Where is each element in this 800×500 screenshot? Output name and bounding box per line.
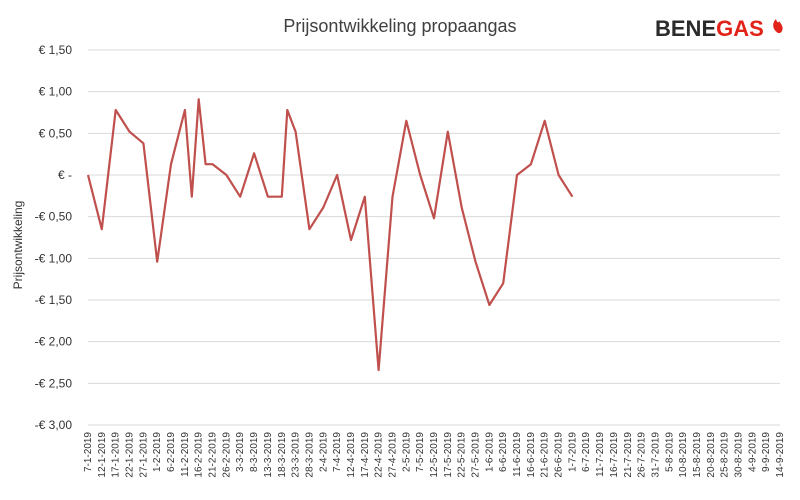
x-tick-label: 7-5-2019 [415, 432, 426, 472]
x-tick-label: 12-5-2019 [429, 432, 440, 478]
x-tick-label: 21-6-2019 [540, 432, 551, 478]
x-tick-label: 17-1-2019 [111, 432, 122, 478]
x-tick-label: 15-8-2019 [692, 432, 703, 478]
series-line [86, 98, 574, 372]
y-tick-label: € 1,00 [39, 85, 73, 99]
x-tick-label: 6-2-2019 [166, 432, 177, 472]
x-tick-label: 1-6-2019 [484, 432, 495, 472]
x-tick-label: 27-4-2019 [387, 432, 398, 478]
x-tick-label: 12-4-2019 [346, 432, 357, 478]
gridlines [88, 49, 780, 426]
x-tick-label: 20-8-2019 [706, 432, 717, 478]
y-tick-label: € 0,50 [39, 126, 73, 140]
x-tick-label: 7-4-2019 [332, 432, 343, 472]
x-tick-label: 27-5-2019 [471, 432, 482, 478]
x-tick-label: 21-7-2019 [623, 432, 634, 478]
x-tick-label: 23-3-2019 [291, 432, 302, 478]
logo-text-gas: GAS [716, 16, 764, 41]
x-tick-label: 1-2-2019 [152, 432, 163, 472]
x-tick-label: 28-3-2019 [304, 432, 315, 478]
y-tick-label: € 1,50 [39, 43, 73, 57]
x-tick-label: 26-6-2019 [554, 432, 565, 478]
x-tick-label: 2-4-2019 [318, 432, 329, 472]
y-axis-label: Prijsontwikkeling [11, 201, 25, 290]
x-tick-label: 17-4-2019 [360, 432, 371, 478]
y-tick-label: -€ 3,00 [35, 418, 73, 432]
x-tick-label: 11-6-2019 [512, 432, 523, 477]
x-tick-label: 22-5-2019 [457, 432, 468, 478]
svg-text:BENEGAS: BENEGAS [655, 16, 764, 41]
x-tick-label: 31-7-2019 [650, 432, 661, 478]
y-tick-label: € - [58, 168, 72, 182]
x-tick-label: 25-8-2019 [720, 432, 731, 478]
x-tick-label: 10-8-2019 [678, 432, 689, 478]
x-tick-label: 17-5-2019 [443, 432, 454, 478]
y-tick-labels: € 1,50 € 1,00 € 0,50 € - -€ 0,50 -€ 1,00 -€ 1,… [35, 43, 73, 432]
x-tick-label: 3-3-2019 [235, 432, 246, 472]
chart-title: Prijsontwikkeling propaangas [283, 16, 516, 36]
x-tick-label: 7-1-2019 [83, 432, 94, 472]
x-tick-label: 26-7-2019 [637, 432, 648, 478]
x-tick-label: 12-1-2019 [97, 432, 108, 478]
x-tick-label: 5-8-2019 [664, 432, 675, 472]
x-tick-label: 16-2-2019 [194, 432, 205, 478]
x-tick-label: 22-1-2019 [125, 432, 136, 478]
x-tick-label: 6-6-2019 [498, 432, 509, 472]
x-tick-label: 14-9-2019 [775, 432, 786, 478]
x-tick-label: 13-3-2019 [263, 432, 274, 478]
y-tick-label: -€ 2,50 [35, 376, 73, 390]
x-tick-label: 22-4-2019 [374, 432, 385, 478]
x-tick-label: 9-9-2019 [761, 432, 772, 472]
benegas-logo: BENEGAS [655, 16, 783, 41]
x-tick-label: 16-7-2019 [609, 432, 620, 478]
x-tick-label: 1-7-2019 [567, 432, 578, 472]
x-tick-label: 27-1-2019 [138, 432, 149, 478]
y-tick-label: -€ 0,50 [35, 210, 73, 224]
x-tick-label: 26-2-2019 [221, 432, 232, 478]
logo-text-bene: BENE [655, 16, 716, 41]
series-price [86, 98, 574, 372]
y-tick-label: -€ 1,00 [35, 251, 73, 265]
x-tick-label: 18-3-2019 [277, 432, 288, 478]
x-tick-label: 2-5-2019 [401, 432, 412, 472]
x-tick-label: 30-8-2019 [733, 432, 744, 478]
x-tick-label: 21-2-2019 [208, 432, 219, 478]
x-tick-label: 4-9-2019 [747, 432, 758, 472]
y-tick-label: -€ 2,00 [35, 335, 73, 349]
x-tick-labels: 7-1-2019 12-1-2019 17-1-2019 22-1-2019 27-1-… [83, 432, 786, 478]
x-tick-label: 6-7-2019 [581, 432, 592, 472]
y-tick-label: -€ 1,50 [35, 293, 73, 307]
x-tick-label: 11-7-2019 [595, 432, 606, 477]
x-tick-label: 8-3-2019 [249, 432, 260, 472]
flame-icon [773, 19, 783, 33]
x-tick-label: 16-6-2019 [526, 432, 537, 478]
x-tick-label: 11-2-2019 [180, 432, 191, 477]
